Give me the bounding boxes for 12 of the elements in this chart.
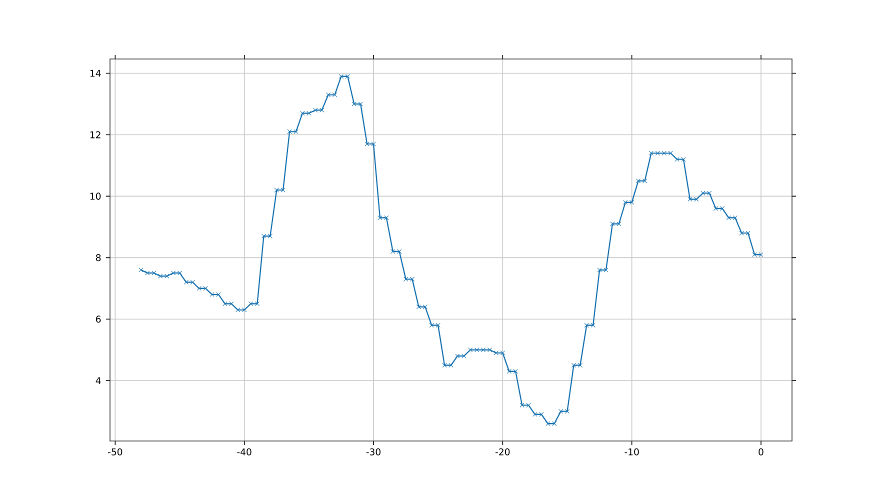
x-tick-label: -40 [237,448,252,456]
x-tick-label: -30 [366,448,381,456]
x-tick-label: -20 [496,448,510,456]
x-tick-label: -10 [624,448,639,456]
y-tick-label: 10 [90,192,101,200]
y-tick-label: 4 [96,377,101,384]
y-tick-label: 6 [96,316,101,323]
x-tick-label: 0 [758,448,764,456]
y-tick-label: 14 [90,70,101,77]
x-tick-label: -50 [108,448,122,456]
y-tick-label: 12 [90,131,100,138]
y-tick-label: 8 [96,254,101,262]
